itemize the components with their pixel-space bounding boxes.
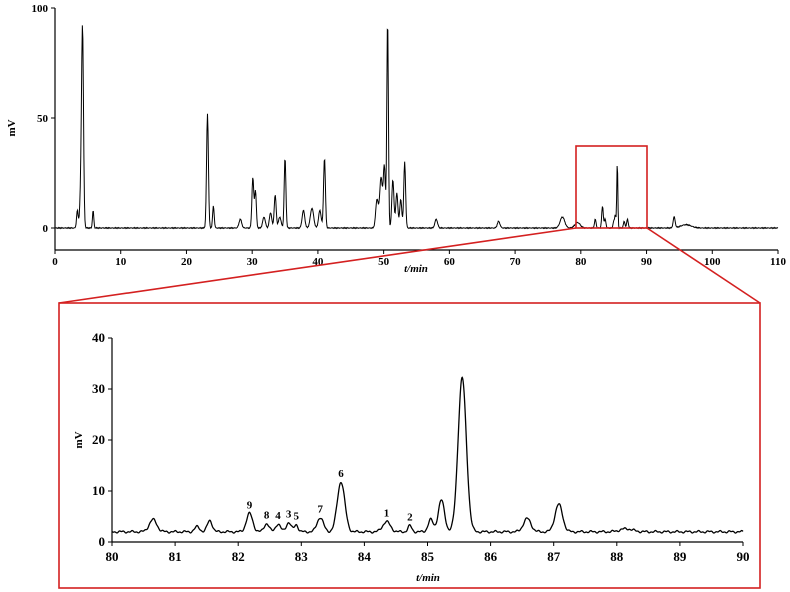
inset-y-tick-label: 40 [92,330,105,345]
inset-x-tick-label: 84 [358,549,372,564]
inset-x-tick-label: 82 [232,549,245,564]
main-y-tick-label: 50 [37,113,49,125]
main-y-tick-label: 0 [43,223,49,235]
inset-chromatogram-trace [111,376,744,534]
main-x-tick-label: 40 [312,256,324,268]
main-ticks: 0 10 20 30 40 50 60 70 80 90 100 110 0 50 100 [32,3,787,268]
inset-x-tick-label: 90 [737,549,750,564]
zoom-connector-right [646,227,761,304]
inset-frame [58,302,761,589]
zoom-callout [58,145,761,589]
main-chromatogram-trace [54,25,779,230]
main-x-tick-label: 0 [52,256,58,268]
main-x-tick-label: 30 [247,256,259,268]
main-x-tick-label: 50 [378,256,390,268]
inset-x-tick-label: 80 [106,549,119,564]
peak-label: 5 [294,511,300,523]
zoom-connector-left [58,227,577,304]
main-x-tick-label: 70 [510,256,522,268]
inset-y-tick-label: 20 [92,432,105,447]
main-x-tick-label: 110 [770,256,786,268]
main-axes [54,8,778,251]
inset-axes [111,338,743,543]
peak-label: 2 [407,512,413,524]
inset-x-tick-label: 86 [484,549,498,564]
peak-label: 7 [317,504,323,516]
peak-label: 1 [384,508,390,520]
main-y-tick-label: 100 [32,3,49,15]
inset-x-tick-label: 88 [610,549,624,564]
peak-label: 4 [275,510,281,522]
inset-y-tick-label: 30 [92,381,105,396]
inset-x-tick-label: 87 [547,549,561,564]
main-x-tick-label: 60 [444,256,456,268]
main-x-tick-label: 100 [704,256,721,268]
inset-y-tick-label: 10 [92,483,105,498]
main-chart: 0 10 20 30 40 50 60 70 80 90 100 110 0 50 100 t/min mV [6,3,786,275]
main-x-axis-title: t/min [404,263,428,275]
inset-y-tick-label: 0 [99,534,106,549]
zoom-region-box [575,145,648,229]
inset-x-axis-title: t/min [416,572,440,584]
main-x-tick-label: 80 [575,256,587,268]
peak-label: 8 [264,510,270,522]
inset-x-tick-label: 85 [421,549,435,564]
main-x-tick-label: 10 [115,256,127,268]
inset-y-axis-title: mV [73,431,85,448]
peak-label: 9 [247,499,253,511]
main-x-tick-label: 90 [641,256,653,268]
inset-x-tick-label: 89 [673,549,687,564]
main-x-tick-label: 20 [181,256,193,268]
peak-label: 6 [338,468,344,480]
inset-x-tick-label: 81 [169,549,182,564]
peak-label: 3 [286,509,292,521]
inset-x-tick-label: 83 [295,549,309,564]
main-y-axis-title: mV [6,119,18,136]
inset-peak-labels: 98 4 3 5 7 6 1 2 [247,468,413,524]
